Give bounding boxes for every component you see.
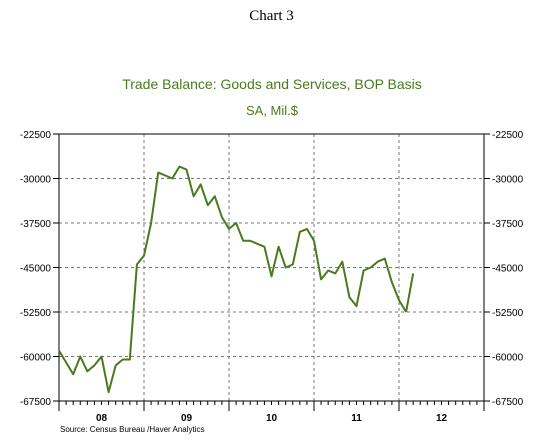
grid-lines <box>59 134 484 401</box>
y-tick-label-right: -67500 <box>492 397 524 408</box>
x-tick-label: 09 <box>181 413 193 424</box>
y-tick-label-left: -37500 <box>20 219 52 230</box>
y-tick-label-left: -52500 <box>20 308 52 319</box>
chart-subtitle: SA, Mil.$ <box>246 103 299 118</box>
x-tick-label: 10 <box>266 413 278 424</box>
source-note: Source: Census Bureau /Haver Analytics <box>60 425 205 434</box>
y-tick-label-left: -67500 <box>20 397 52 408</box>
y-tick-label-right: -45000 <box>492 264 524 275</box>
y-tick-label-left: -60000 <box>20 353 52 364</box>
series-line <box>58 165 407 394</box>
axis-ticks: -22500 -22500 -30000 -30000 -37500 -37500 -450… <box>20 130 524 424</box>
chart-title: Trade Balance: Goods and Services, BOP B… <box>122 76 422 92</box>
x-tick-label: 11 <box>351 413 362 424</box>
x-tick-label: 12 <box>436 413 448 424</box>
y-tick-label-left: -30000 <box>20 175 52 186</box>
series-line-segment <box>405 273 415 313</box>
x-tick-label: 08 <box>96 413 108 424</box>
y-tick-label-left: -22500 <box>20 130 52 141</box>
y-tick-label-right: -22500 <box>492 130 524 141</box>
y-tick-label-right: -30000 <box>492 175 524 186</box>
page-heading: Chart 3 <box>249 8 294 24</box>
y-tick-label-right: -37500 <box>492 219 524 230</box>
y-tick-label-right: -60000 <box>492 353 524 364</box>
y-tick-label-right: -52500 <box>492 308 524 319</box>
y-tick-label-left: -45000 <box>20 264 52 275</box>
